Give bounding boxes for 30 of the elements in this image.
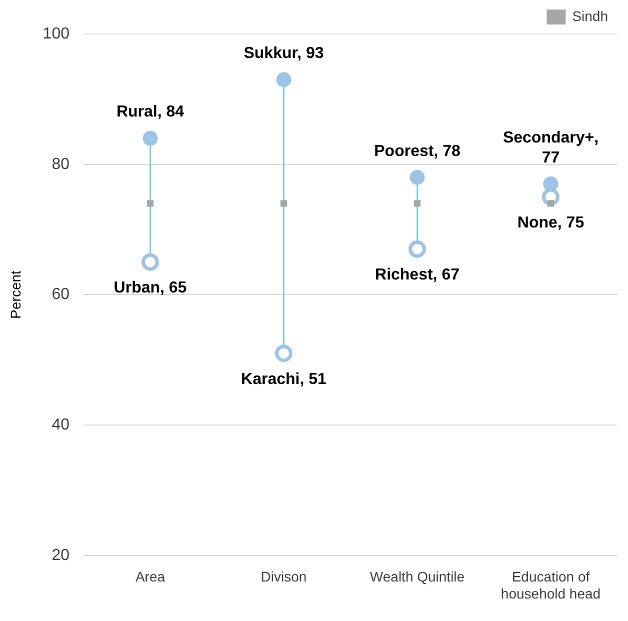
data-label: Rural, 84 <box>116 104 184 121</box>
point <box>414 200 421 207</box>
point <box>547 200 554 207</box>
point <box>410 170 425 185</box>
y-tick-label: 60 <box>52 286 70 304</box>
data-label: Secondary+, 77 <box>502 129 599 166</box>
data-label: Sukkur, 93 <box>244 45 324 62</box>
point <box>141 253 159 271</box>
point <box>142 130 158 146</box>
data-label: None, 75 <box>517 214 584 232</box>
y-tick-label: 100 <box>42 25 70 42</box>
point <box>280 200 288 207</box>
y-tick-label: 80 <box>52 156 70 173</box>
point <box>408 240 426 258</box>
point <box>146 200 154 207</box>
y-axis-title: Percent <box>7 270 24 319</box>
x-tick-label: Area <box>135 568 166 585</box>
data-label: Richest, 67 <box>375 266 460 284</box>
x-tick-label: Wealth Quintile <box>370 568 465 585</box>
data-label: Urban, 65 <box>114 280 187 297</box>
point <box>543 176 558 192</box>
data-label: Poorest, 78 <box>374 142 460 160</box>
point <box>274 344 292 362</box>
legend-label: Sindh <box>572 8 608 24</box>
y-tick-label: 20 <box>52 546 70 564</box>
x-tick-label: Education of household head <box>500 568 601 602</box>
x-tick-label: Divison <box>260 568 307 585</box>
data-label: Karachi, 51 <box>241 370 327 388</box>
y-tick-label: 40 <box>52 416 70 434</box>
point <box>276 72 292 88</box>
